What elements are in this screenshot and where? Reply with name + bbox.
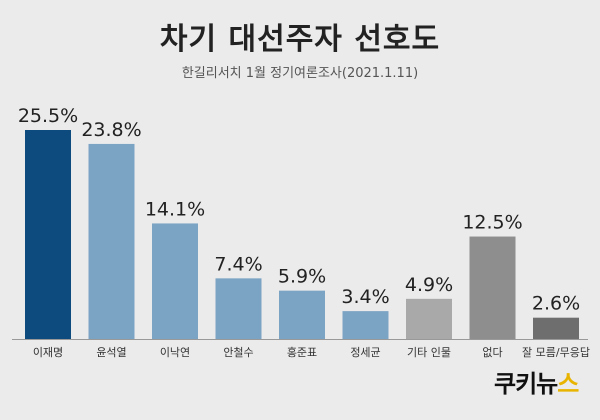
bar-5 (279, 290, 325, 339)
logo-main-text: 쿠키뉴 (494, 370, 558, 398)
bars-group (25, 130, 579, 339)
bar-4 (215, 278, 262, 339)
category-label-3: 이낙연 (160, 346, 190, 359)
category-label-7: 기타 인물 (407, 346, 451, 359)
bar-9 (533, 317, 579, 339)
category-label-2: 윤석열 (96, 346, 126, 359)
data-label-2: 23.8% (81, 119, 141, 141)
bar-7 (406, 298, 452, 339)
category-label-6: 정세균 (350, 346, 380, 359)
bar-8 (469, 236, 516, 339)
data-label-9: 2.6% (532, 293, 580, 315)
category-label-9: 잘 모름/무응답 (522, 346, 590, 359)
data-label-1: 25.5% (18, 105, 78, 127)
category-label-8: 없다 (482, 346, 502, 359)
chart-title: 차기 대선주자 선호도 (159, 22, 441, 57)
data-labels-group: 25.5%23.8% 14.1% 7.4% 5.9% 3.4% 4.9% 12.5% 2.6% (18, 105, 580, 315)
data-label-4: 7.4% (214, 253, 262, 275)
data-label-7: 4.9% (405, 274, 453, 296)
bar-2 (88, 143, 135, 339)
chart-subtitle: 한길리서치 1월 정기여론조사(2021.1.11) (181, 66, 419, 81)
category-labels-group: 이재명 윤석열 이낙연 안철수 홍준표 정세균 기타 인물 없다 잘 모름/무응답 (33, 345, 590, 359)
data-label-8: 12.5% (462, 212, 522, 234)
data-label-5: 5.9% (278, 266, 326, 288)
bar-6 (342, 311, 389, 339)
bar-1 (25, 130, 71, 339)
category-label-4: 안철수 (223, 346, 253, 359)
bar-3 (152, 223, 198, 339)
data-label-3: 14.1% (145, 198, 205, 220)
logo-accent-text: 스 (557, 370, 579, 398)
kuki-news-logo: 쿠키뉴스 (494, 364, 579, 399)
category-label-1: 이재명 (33, 346, 63, 359)
category-label-5: 홍준표 (287, 345, 317, 359)
data-label-6: 3.4% (341, 286, 389, 308)
